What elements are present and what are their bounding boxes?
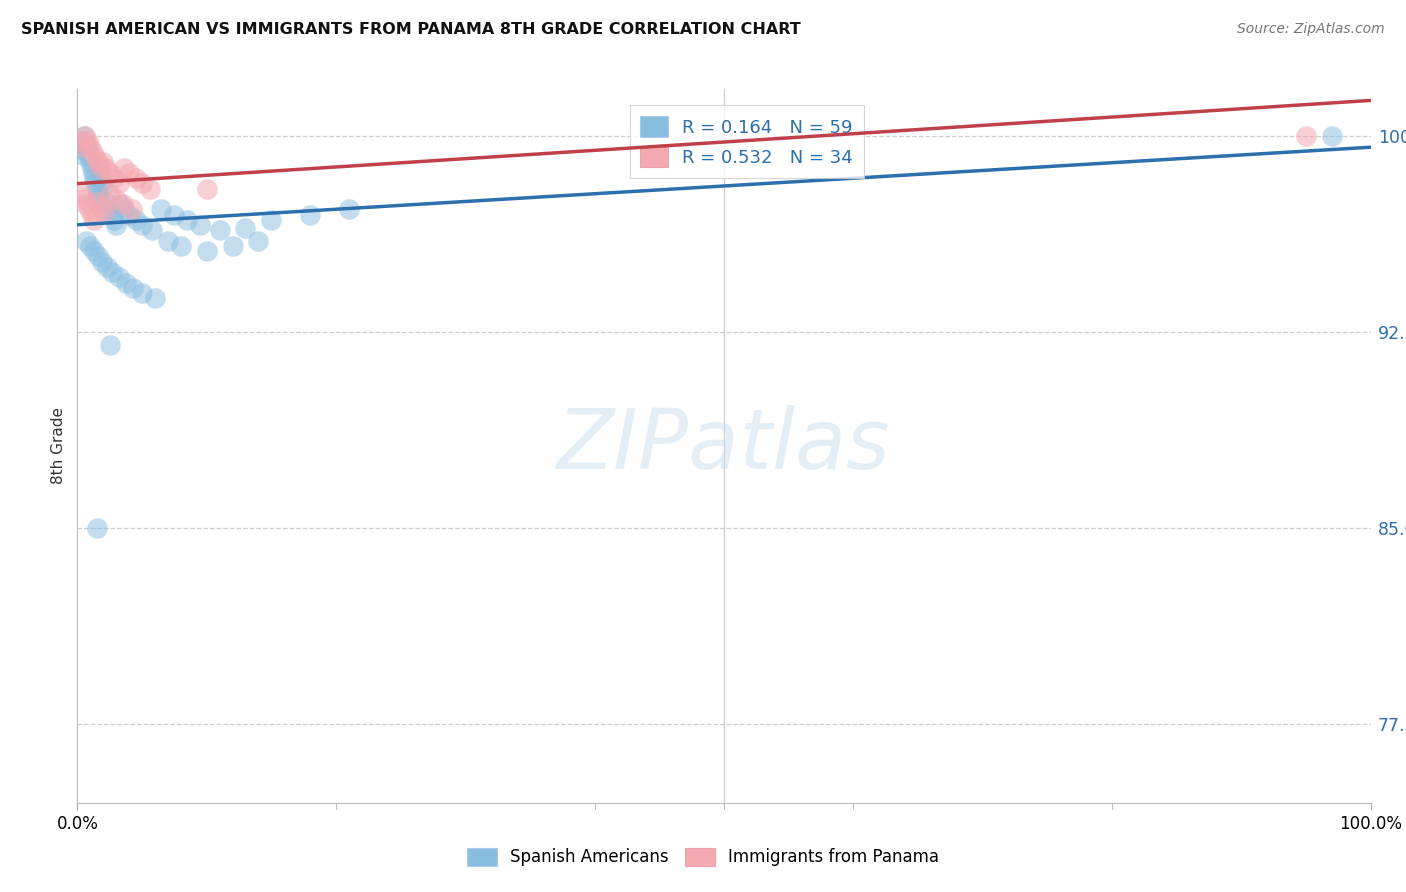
Point	[1320, 129, 1343, 144]
Text: ZIPatlas: ZIPatlas	[557, 406, 891, 486]
Point	[188, 218, 211, 232]
Point	[107, 270, 129, 285]
Point	[90, 169, 112, 183]
Point	[90, 254, 112, 268]
Point	[87, 186, 110, 201]
Point	[221, 239, 243, 253]
Point	[299, 208, 322, 222]
Point	[260, 213, 283, 227]
Point	[131, 218, 153, 232]
Point	[131, 176, 153, 190]
Point	[156, 234, 179, 248]
Point	[124, 171, 146, 186]
Point	[91, 178, 114, 193]
Point	[1295, 129, 1317, 144]
Point	[195, 244, 218, 259]
Point	[89, 192, 111, 206]
Point	[141, 223, 163, 237]
Point	[118, 208, 141, 222]
Point	[337, 202, 360, 217]
Point	[122, 281, 145, 295]
Legend: Spanish Americans, Immigrants from Panama: Spanish Americans, Immigrants from Panam…	[460, 841, 946, 873]
Point	[121, 202, 143, 217]
Point	[83, 171, 105, 186]
Point	[69, 137, 91, 152]
Text: Source: ZipAtlas.com: Source: ZipAtlas.com	[1237, 22, 1385, 37]
Y-axis label: 8th Grade: 8th Grade	[51, 408, 66, 484]
Point	[96, 260, 118, 274]
Point	[98, 186, 121, 201]
Point	[83, 244, 105, 259]
Point	[170, 239, 193, 253]
Point	[124, 213, 146, 227]
Point	[107, 176, 129, 190]
Point	[143, 291, 166, 305]
Point	[97, 202, 120, 217]
Point	[98, 166, 121, 180]
Point	[75, 139, 97, 153]
Point	[94, 161, 117, 175]
Point	[115, 276, 138, 290]
Text: SPANISH AMERICAN VS IMMIGRANTS FROM PANAMA 8TH GRADE CORRELATION CHART: SPANISH AMERICAN VS IMMIGRANTS FROM PANA…	[21, 22, 801, 37]
Point	[82, 145, 104, 159]
Point	[77, 202, 100, 217]
Point	[105, 192, 128, 206]
Point	[90, 161, 112, 175]
Point	[79, 239, 101, 253]
Point	[108, 197, 131, 211]
Point	[118, 166, 141, 180]
Point	[73, 129, 96, 144]
Point	[73, 192, 96, 206]
Point	[75, 234, 97, 248]
Point	[163, 208, 186, 222]
Point	[94, 194, 117, 209]
Point	[70, 186, 93, 201]
Point	[195, 181, 218, 195]
Point	[93, 205, 115, 219]
Point	[105, 218, 128, 232]
Point	[100, 208, 122, 222]
Point	[208, 223, 231, 237]
Point	[112, 202, 135, 217]
Point	[84, 150, 107, 164]
Point	[86, 194, 108, 209]
Point	[103, 213, 125, 227]
Point	[235, 220, 257, 235]
Point	[80, 161, 103, 175]
Point	[75, 135, 97, 149]
Point	[77, 150, 100, 164]
Point	[103, 171, 125, 186]
Point	[83, 213, 105, 227]
Point	[90, 200, 112, 214]
Point	[72, 139, 94, 153]
Point	[80, 208, 103, 222]
Point	[131, 286, 153, 301]
Point	[139, 181, 162, 195]
Point	[82, 166, 104, 180]
Point	[72, 147, 94, 161]
Point	[176, 213, 198, 227]
Point	[111, 197, 134, 211]
Point	[69, 135, 91, 149]
Point	[87, 155, 110, 169]
Point	[112, 161, 135, 175]
Point	[75, 197, 97, 211]
Point	[76, 145, 98, 159]
Point	[79, 155, 101, 169]
Point	[70, 142, 93, 156]
Point	[84, 176, 107, 190]
Point	[90, 174, 112, 188]
Point	[98, 338, 121, 352]
Point	[91, 155, 114, 169]
Point	[79, 139, 101, 153]
Legend: R = 0.164   N = 59, R = 0.532   N = 34: R = 0.164 N = 59, R = 0.532 N = 34	[630, 105, 863, 178]
Point	[101, 265, 124, 279]
Point	[150, 202, 173, 217]
Point	[86, 181, 108, 195]
Point	[87, 250, 110, 264]
Point	[247, 234, 270, 248]
Point	[86, 521, 108, 535]
Point	[76, 135, 98, 149]
Point	[75, 129, 97, 144]
